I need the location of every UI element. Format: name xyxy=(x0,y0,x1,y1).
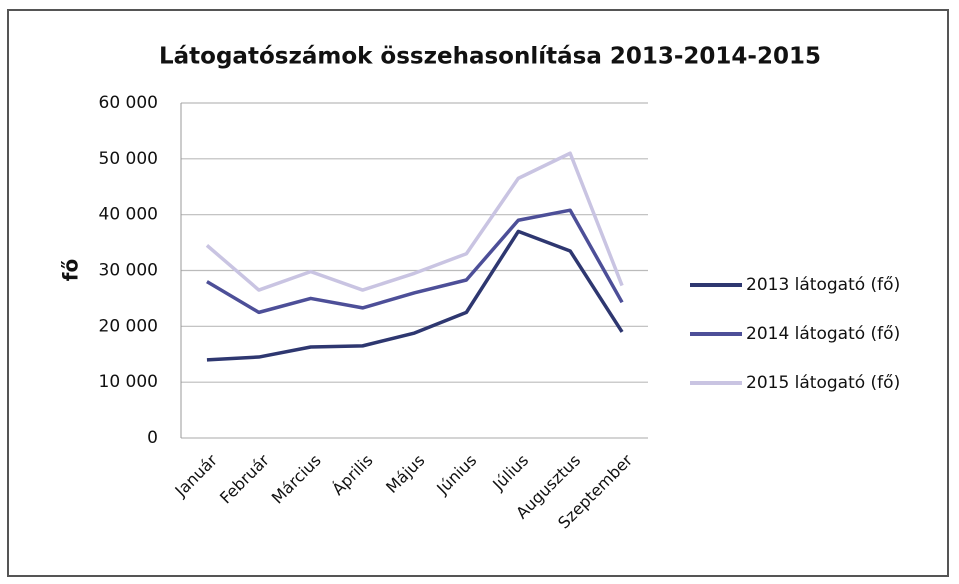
legend-label: 2014 látogató (fő) xyxy=(746,324,900,344)
legend-label: 2015 látogató (fő) xyxy=(746,373,900,393)
y-tick-label: 60 000 xyxy=(99,93,158,113)
y-axis-label: fő xyxy=(59,259,83,281)
y-tick-label: 40 000 xyxy=(99,205,158,225)
series-line xyxy=(205,151,624,292)
y-tick-label: 30 000 xyxy=(99,261,158,281)
chart-title: Látogatószámok összehasonlítása 2013-201… xyxy=(159,44,821,70)
legend-label: 2013 látogató (fő) xyxy=(746,275,900,295)
y-tick-label: 20 000 xyxy=(99,316,158,336)
y-tick-label: 0 xyxy=(147,428,158,448)
series-line xyxy=(206,229,624,362)
series-line xyxy=(206,208,624,315)
y-tick-label: 50 000 xyxy=(99,149,158,169)
y-tick-label: 10 000 xyxy=(99,372,158,392)
